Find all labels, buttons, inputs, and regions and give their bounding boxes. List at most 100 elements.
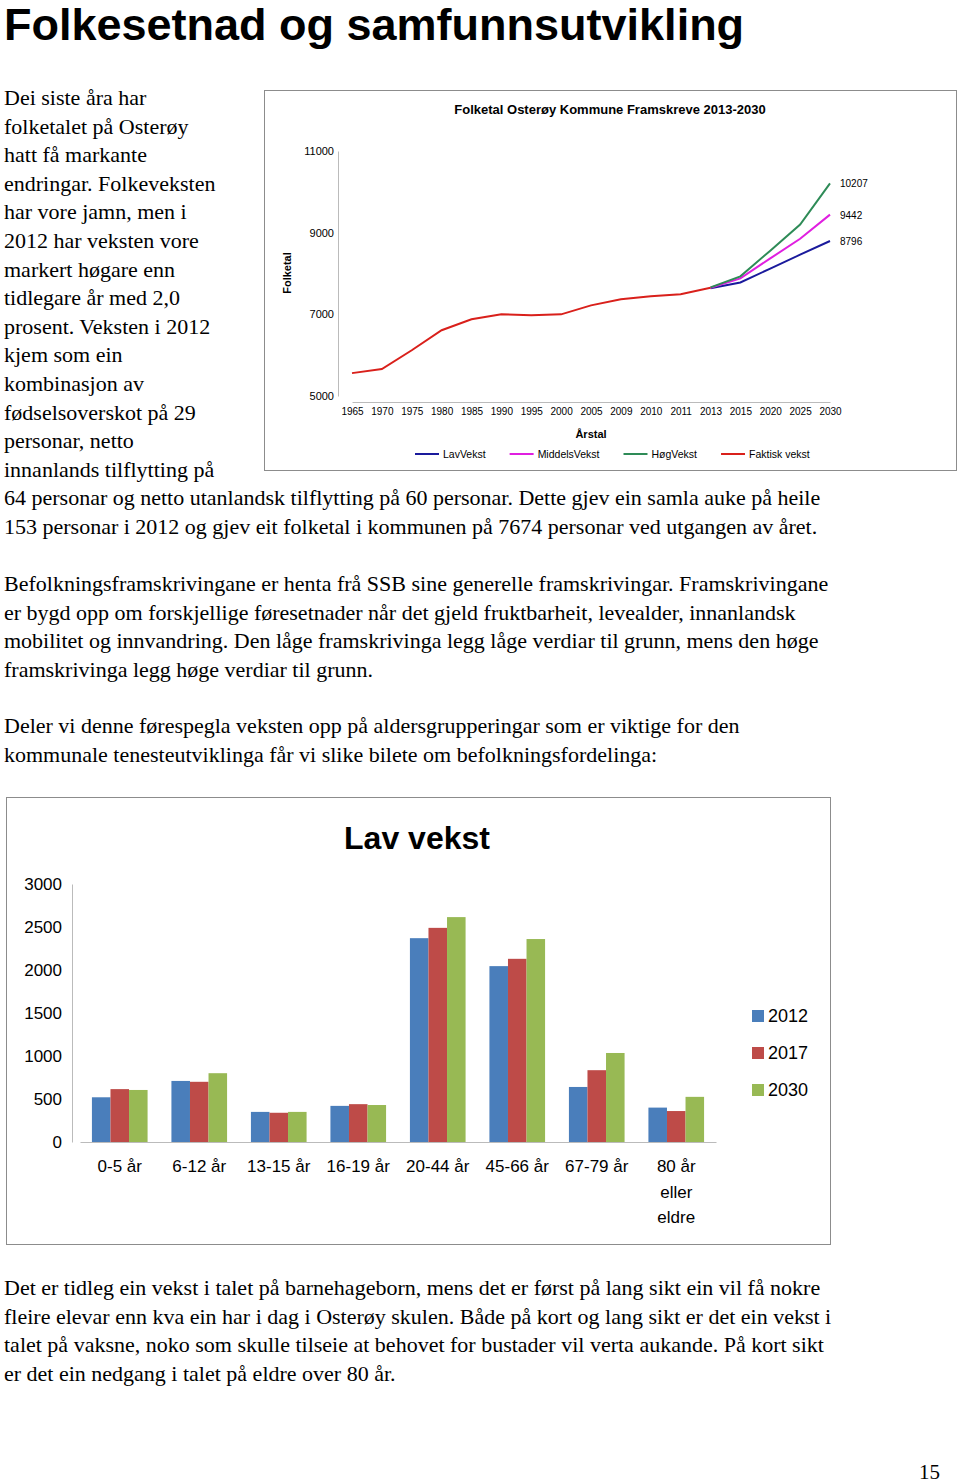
tick-label: 9000 [310,227,334,239]
series-line [352,288,711,373]
tick-label: 1000 [24,1047,62,1066]
annotation: 9442 [840,210,863,221]
tick: 2000 [551,402,574,417]
chart-title: Lav vekst [344,820,490,856]
text-line: folketalet på Osterøy [4,114,189,139]
bar [209,1073,228,1142]
plot-area [352,183,830,373]
text-line: er bygd opp om forskjellige føresetnader… [4,600,795,625]
tick-label: 1500 [24,1004,62,1023]
tick: 13-15 år [247,1142,311,1176]
bar [349,1104,368,1142]
series-line [711,183,831,287]
axis: 50007000900011000 [304,145,338,402]
tick-label: 5000 [310,390,334,402]
tick: 1995 [521,402,544,417]
axis: 0-5 år6-12 år13-15 år16-19 år20-44 år45-… [81,1142,717,1227]
tick-label: 0 [53,1133,62,1152]
chart-title: Folketal Osterøy Kommune Framskreve 2013… [454,102,765,117]
tick-label: 2010 [640,406,663,417]
tick-label: 6-12 år [172,1157,226,1176]
tick: 2005 [580,402,603,417]
axis-line [353,402,831,403]
text-line: har vore jamn, men i [4,199,187,224]
tick-label: 1975 [401,406,424,417]
legend-swatch [752,1047,764,1059]
tick: 1980 [431,402,454,417]
tick: 2009 [610,402,633,417]
tick: 2000 [24,961,72,980]
axis: 050010001500200025003000 [24,875,72,1152]
legend: LavVekstMiddelsVekstHøgVekstFaktisk veks… [415,448,810,460]
paragraph: Befolkningsframskrivingane er henta frå … [4,571,828,682]
page-number: 15 [919,1460,940,1484]
tick: 1975 [401,402,424,417]
axis-line [338,152,339,397]
bar [686,1097,705,1142]
tick: 2030 [819,402,842,417]
text-line: kjem som ein [4,342,123,367]
tick-label-line: 80 år [657,1157,696,1176]
tick: 2011 [670,402,692,417]
tick-label: 80 årellereldre [657,1157,696,1227]
tick-label: 2011 [670,406,692,417]
tick-label: 3000 [24,875,62,894]
tick: 9000 [310,227,338,239]
tick-label: 7000 [310,308,334,320]
axis: 1965197019751980198519901995200020052009… [341,402,842,417]
text-line: 153 personar i 2012 og gjev eit folketal… [4,514,817,539]
tick-label: 16-19 år [327,1157,391,1176]
text-line: 64 personar og netto utanlandsk tilflytt… [4,485,820,510]
tick-label: 1970 [371,406,394,417]
text-line: mobilitet og innvandring. Den låge frams… [4,628,818,653]
tick: 0-5 år [98,1142,143,1176]
legend: 201220172030 [752,1006,808,1100]
tick: 7000 [310,308,338,320]
text-line: Deler vi denne førespegla veksten opp på… [4,713,740,738]
bar [527,939,546,1142]
text-line: hatt få markante [4,142,147,167]
tick: 67-79 år [565,1142,629,1176]
legend-swatch [752,1010,764,1022]
text-line: kommunale tenesteutviklinga får vi slike… [4,742,657,767]
tick-label: 2015 [730,406,753,417]
legend-swatch [415,453,439,455]
text-line: innanlands tilflytting på [4,457,214,482]
page: Folkesetnad og samfunnsutviklingDei sist… [0,0,960,1484]
tick: 2020 [760,402,783,417]
tick-label: 2009 [610,406,633,417]
legend-swatch [721,453,745,455]
bar [269,1113,288,1142]
bar [410,938,429,1142]
bar [368,1105,387,1142]
tick: 1985 [461,402,484,417]
tick-label: 13-15 år [247,1157,311,1176]
legend-label: 2012 [768,1006,808,1026]
legend-swatch [510,453,534,455]
tick-label: 0-5 år [98,1157,143,1176]
tick-label-line: eller [660,1183,692,1202]
text-line: tidlegare år med 2,0 [4,285,180,310]
paragraph: Deler vi denne førespegla veksten opp på… [4,713,740,767]
text-line: talet på vaksne, noko som skulle tilseie… [4,1332,824,1357]
paragraph: Det er tidleg ein vekst i talet på barne… [4,1275,831,1386]
tick-label: 2000 [24,961,62,980]
bar [428,928,447,1142]
bar [92,1097,111,1142]
legend-swatch [624,453,648,455]
axis-line [81,1142,717,1143]
tick: 20-44 år [406,1142,470,1176]
text-line: endringar. Folkeveksten [4,171,215,196]
page-title: Folkesetnad og samfunnsutvikling [4,0,744,50]
tick-label: 2005 [580,406,603,417]
text-line: markert høgare enn [4,257,175,282]
tick: 0 [53,1133,72,1152]
legend-label: MiddelsVekst [538,448,600,460]
plot-area [92,917,704,1142]
bar [648,1108,667,1142]
text-line: Befolkningsframskrivingane er henta frå … [4,571,828,596]
text-line: fleire elevar enn kva ein har i dag i Os… [4,1304,831,1329]
tick: 1970 [371,402,394,417]
bar [508,959,527,1142]
tick: 500 [34,1090,72,1109]
